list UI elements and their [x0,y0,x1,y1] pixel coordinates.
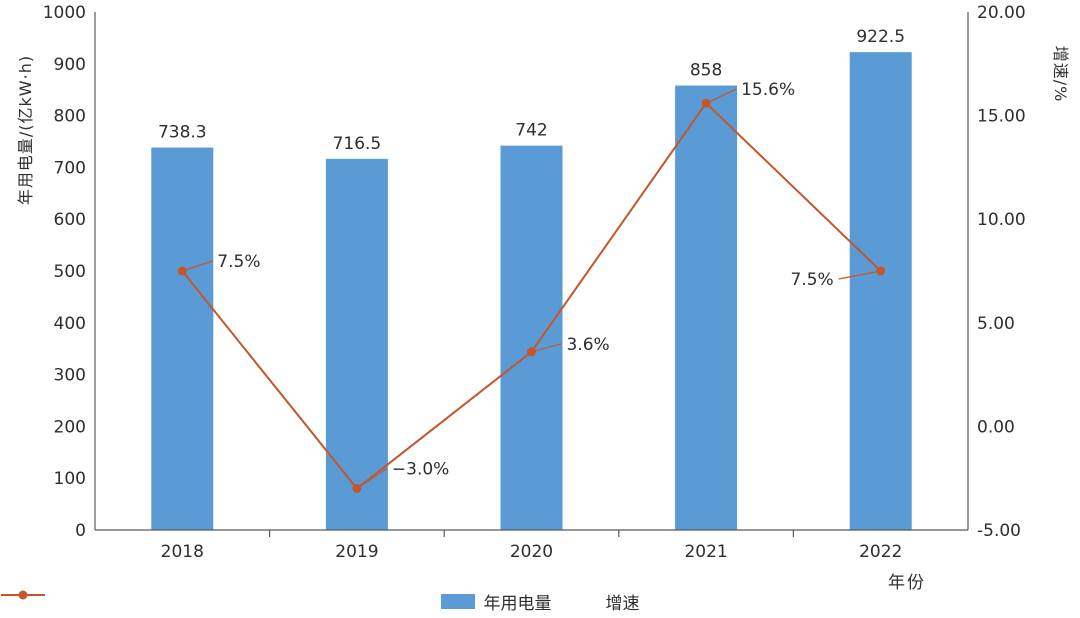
label-leader-line [838,270,881,280]
legend-label-growth: 增速 [605,594,640,614]
right-axis-tick-label: 5.00 [977,314,1015,334]
line-value-label: −3.0% [392,460,449,480]
bar-2022 [849,52,912,531]
x-axis-category-label: 2019 [335,542,378,562]
bar-value-label: 742 [515,121,547,141]
left-axis-tick-label: 100 [54,469,86,489]
left-axis-tick-label: 800 [54,107,86,127]
label-leader-line [356,468,388,490]
line-value-label: 3.6% [567,335,610,355]
left-axis-tick-label: 200 [54,417,86,437]
right-axis-tick-label: -5.00 [977,521,1021,541]
legend-label-consumption: 年用电量 [483,594,552,614]
legend: 年用电量 增速 [0,589,1080,614]
legend-item-consumption: 年用电量 [440,589,552,614]
bar-value-label: 738.3 [158,123,207,143]
x-axis-title: 年份 [888,573,926,593]
label-leader-line [705,88,737,104]
left-axis-tick-label: 700 [54,158,86,178]
right-axis-tick-label: 20.00 [977,3,1026,23]
label-leader-line [182,260,213,272]
bar-2021 [675,85,738,530]
bar-value-label: 716.5 [333,134,382,154]
left-axis-tick-label: 900 [54,55,86,75]
x-axis-category-label: 2021 [684,542,727,562]
line-marker-2022 [876,266,886,276]
line-value-label: 7.5% [790,270,833,290]
bar-value-label: 922.5 [856,27,905,47]
bar-2019 [325,158,388,530]
bar-2018 [151,147,214,530]
legend-item-growth: 增速 [1,589,640,614]
line-legend-swatch [1,590,45,600]
left-axis-title: 年用电量/(亿kW·h) [16,54,35,206]
x-axis-category-label: 2022 [859,542,902,562]
line-value-label: 7.5% [217,252,260,272]
right-axis-tick-label: 0.00 [977,417,1015,437]
bar-value-label: 858 [690,61,722,81]
line-value-label: 15.6% [741,80,795,100]
left-axis-tick-label: 500 [54,262,86,282]
left-axis-tick-label: 400 [54,314,86,334]
right-axis-title: 增速/% [1051,45,1070,103]
left-axis-tick-label: 300 [54,366,86,386]
label-leader-line [531,343,562,353]
x-axis-category-label: 2020 [510,542,553,562]
left-axis-tick-label: 1000 [43,3,86,23]
left-axis-tick-label: 600 [54,210,86,230]
left-axis-tick-label: 0 [75,521,86,541]
right-axis-tick-label: 15.00 [977,107,1026,127]
x-axis-category-label: 2018 [161,542,204,562]
bar-2020 [500,145,563,531]
right-axis-tick-label: 10.00 [977,210,1026,230]
line-marker-2019 [352,484,362,494]
bar-legend-swatch [440,594,475,609]
line-marker-2020 [527,347,536,357]
line-marker-2021 [701,98,711,108]
line-marker-2018 [177,266,187,276]
